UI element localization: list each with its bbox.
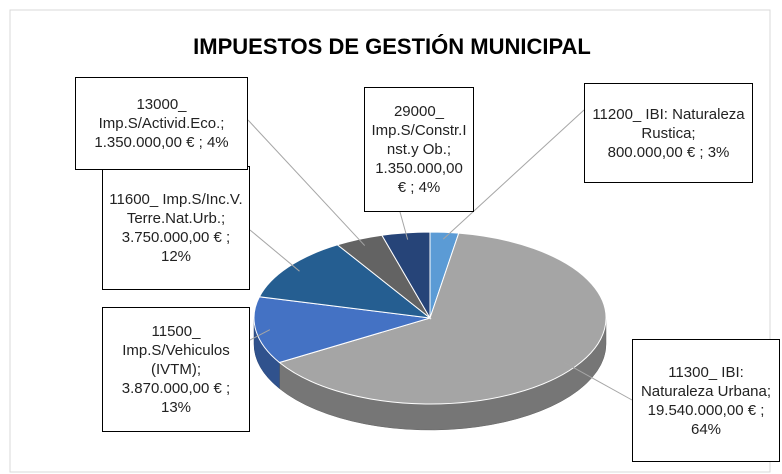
label-value: 3.750.000,00 € ; 12% xyxy=(121,229,231,265)
label-value: 1.350.000,00 € ; 4% xyxy=(94,134,229,151)
leader-line xyxy=(442,109,585,240)
data-label: 29000_ Imp.S/Constr.Inst.y Ob.; 1.350.000… xyxy=(364,87,474,212)
leader-line xyxy=(563,361,633,401)
label-category: 11600_ Imp.S/Inc.V. Terre.Nat.Urb.; xyxy=(109,191,243,227)
label-category: 11200_ IBI: Naturaleza Rustica; xyxy=(592,105,745,142)
slice xyxy=(258,244,432,319)
data-label: 11500_ Imp.S/Vehiculos (IVTM); 3.870.000,… xyxy=(102,307,250,432)
label-value: 3.870.000,00 € ; 13% xyxy=(121,380,231,416)
leader-line xyxy=(249,229,300,272)
leader-line xyxy=(399,211,409,240)
data-label: 11200_ IBI: Naturaleza Rustica; 800.000,0… xyxy=(584,83,753,183)
label-category: 29000_ Imp.S/Constr.Inst.y Ob.; xyxy=(371,103,467,158)
leader-line xyxy=(247,119,366,246)
label-category: 11300_ IBI: Naturaleza Urbana; xyxy=(640,363,772,400)
label-category: 13000_ Imp.S/Activid.Eco.; xyxy=(98,96,225,132)
label-value: 19.540.000,00 € ; 64% xyxy=(647,401,765,438)
label-value: 1.350.000,00 € ; 4% xyxy=(375,160,463,196)
slice xyxy=(253,296,431,364)
data-label: 11600_ Imp.S/Inc.V. Terre.Nat.Urb.; 3.750… xyxy=(102,166,250,290)
label-value: 800.000,00 € ; 3% xyxy=(607,143,730,161)
label-category: 11500_ Imp.S/Vehiculos (IVTM); xyxy=(122,323,230,378)
leader-line xyxy=(249,329,271,341)
data-label: 13000_ Imp.S/Activid.Eco.; 1.350.000,00 €… xyxy=(75,77,248,170)
chart-title: IMPUESTOS DE GESTIÓN MUNICIPAL xyxy=(193,34,591,59)
slice xyxy=(278,232,607,405)
data-label: 11300_ IBI: Naturaleza Urbana; 19.540.000… xyxy=(632,339,780,462)
